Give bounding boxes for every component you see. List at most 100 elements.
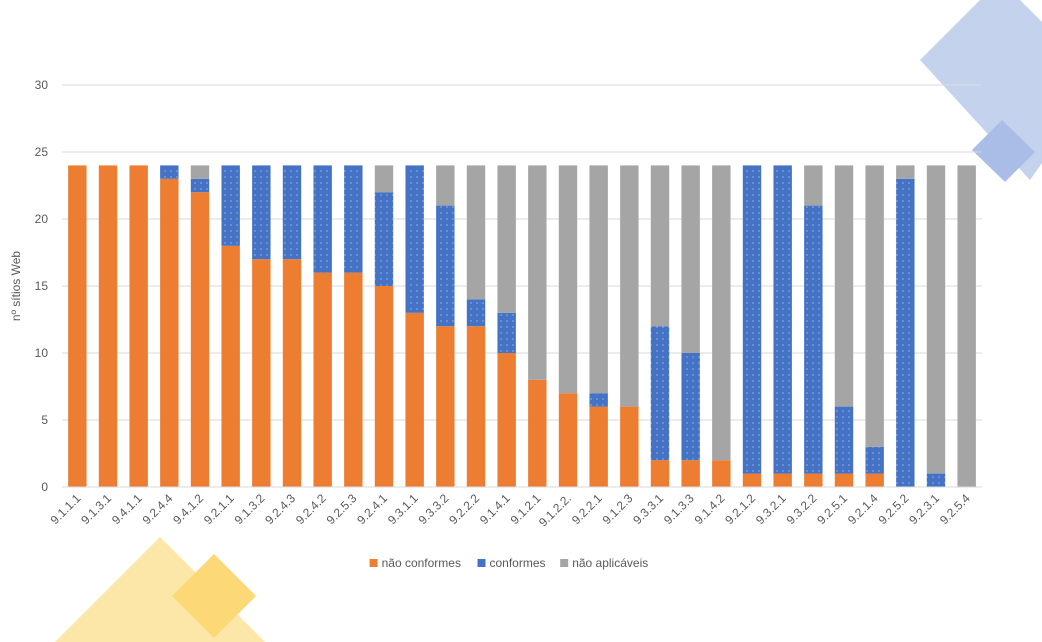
bar-segment: [436, 326, 455, 487]
x-tick-label: 9.2.5.2: [876, 491, 912, 527]
bar-pattern: [834, 406, 854, 474]
bar-pattern: [589, 393, 608, 407]
bar-segment: [865, 165, 884, 447]
bar-pattern: [865, 446, 884, 474]
bar-pattern: [926, 473, 946, 487]
bar-segment: [712, 460, 731, 487]
x-tick-label: 9.2.5.4: [937, 491, 973, 527]
legend-swatch: [560, 559, 569, 567]
y-tick-label: 25: [35, 145, 49, 159]
bar-segment: [804, 473, 823, 487]
y-tick-label: 10: [35, 346, 49, 360]
bar-segment: [466, 326, 486, 487]
bar-segment: [436, 165, 455, 206]
x-tick-label: 9.1.2.3: [600, 491, 636, 527]
bar-segment: [681, 460, 700, 487]
bar-segment: [589, 406, 608, 487]
legend-label: não aplicáveis: [572, 556, 648, 570]
bar-pattern: [160, 165, 179, 179]
bar-segment: [558, 393, 578, 487]
x-tick-label: 9.4.1.2: [170, 491, 206, 527]
bar-segment: [190, 192, 210, 487]
x-tick-label: 9.2.4.4: [140, 491, 176, 527]
x-tick-label: 9.3.3.2: [416, 491, 452, 527]
bar-pattern: [436, 205, 455, 327]
bar-segment: [528, 165, 547, 380]
x-tick-label: 9.2.5.1: [814, 491, 850, 527]
bar-segment: [68, 165, 87, 487]
x-tick-label: 9.1.1.1: [48, 491, 84, 527]
bar-pattern: [282, 165, 302, 260]
bar-segment: [773, 473, 792, 487]
x-tick-label: 9.1.4.2: [692, 491, 728, 527]
bar-segment: [558, 165, 578, 394]
bar-segment: [344, 272, 363, 487]
bar-segment: [896, 165, 915, 179]
bar-segment: [374, 286, 394, 487]
bar-pattern: [221, 165, 240, 246]
bar-segment: [252, 259, 271, 487]
decoration: [172, 554, 256, 638]
y-tick-label: 15: [35, 279, 49, 293]
bar-segment: [374, 165, 394, 193]
bar-segment: [620, 165, 639, 407]
legend-label: não conformes: [382, 556, 461, 570]
legend-label: conformes: [490, 556, 546, 570]
x-tick-label: 9.2.2.2: [446, 491, 482, 527]
x-tick-label: 9.2.4.3: [262, 491, 298, 527]
x-tick-label: 9.2.5.3: [324, 491, 360, 527]
bar-pattern: [405, 165, 424, 313]
x-tick-label: 9.2.1.4: [845, 491, 881, 527]
bar-segment: [497, 165, 516, 313]
x-tick-label: 9.3.1.1: [385, 491, 421, 527]
bar-segment: [834, 473, 854, 487]
legend-swatch: [477, 559, 486, 567]
bar-segment: [926, 165, 946, 474]
bar-segment: [221, 245, 240, 487]
x-tick-label: 9.3.2.1: [753, 491, 789, 527]
bar-pattern: [650, 326, 670, 461]
bar-segment: [129, 165, 148, 487]
bar-segment: [742, 473, 762, 487]
x-tick-label: 9.1.3.1: [78, 491, 114, 527]
x-tick-label: 9.4.1.1: [109, 491, 145, 527]
bar-segment: [497, 353, 516, 487]
bar-segment: [804, 165, 823, 206]
bar-segment: [313, 272, 332, 487]
bar-pattern: [804, 205, 823, 474]
decoration: [972, 120, 1035, 182]
x-tick-label: 9.1.2.2.: [536, 491, 574, 529]
x-tick-label: 9.1.4.1: [477, 491, 513, 527]
bar-segment: [620, 406, 639, 487]
x-tick-label: 9.2.4.1: [354, 491, 390, 527]
bar-segment: [282, 259, 302, 487]
bar-segment: [528, 379, 547, 487]
bar-segment: [466, 165, 486, 300]
bar-segment: [650, 165, 670, 327]
y-tick-label: 5: [41, 413, 48, 427]
bar-pattern: [681, 353, 700, 461]
bar-pattern: [190, 178, 210, 193]
y-tick-label: 0: [41, 480, 48, 494]
bar-segment: [957, 165, 976, 487]
bar-segment: [681, 165, 700, 353]
x-tick-label: 9.1.3.2: [232, 491, 268, 527]
bar-pattern: [252, 165, 271, 260]
x-tick-label: 9.2.4.2: [293, 491, 329, 527]
x-tick-label: 9.2.3.1: [906, 491, 942, 527]
y-axis-label: nº sítios Web: [9, 251, 23, 322]
bar-segment: [834, 165, 854, 407]
bar-pattern: [466, 299, 486, 327]
x-tick-label: 9.2.1.2: [722, 491, 758, 527]
y-tick-label: 30: [35, 78, 49, 92]
bar-pattern: [313, 165, 332, 273]
bar-pattern: [742, 165, 762, 474]
bar-segment: [589, 165, 608, 394]
bar-segment: [650, 460, 670, 487]
y-tick-label: 20: [35, 212, 49, 226]
bar-segment: [712, 165, 731, 461]
bar-pattern: [374, 192, 394, 286]
bar-segment: [405, 312, 424, 487]
bar-pattern: [896, 178, 915, 488]
bar-pattern: [773, 165, 792, 474]
